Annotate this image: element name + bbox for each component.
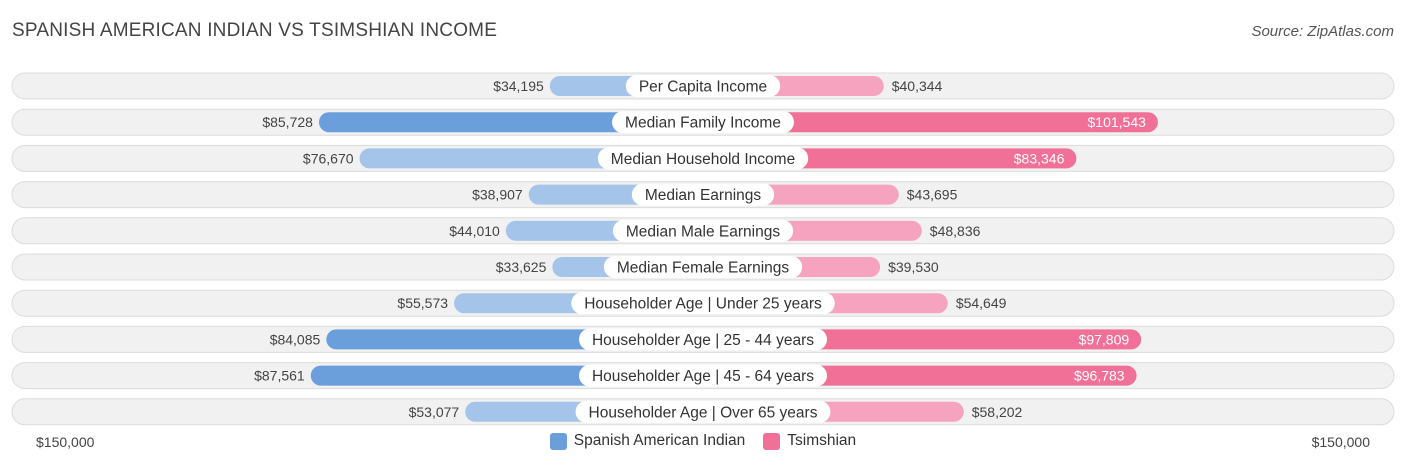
value-label-spanish-american-indian-median-female-earnings: $33,625 <box>496 259 547 275</box>
legend-item-spanish-american-indian: Spanish American Indian <box>549 432 746 450</box>
category-label-median-household-income: Median Household Income <box>611 151 795 168</box>
value-label-tsimshian-per-capita-income: $40,344 <box>892 78 943 94</box>
category-pill-per-capita-income <box>625 75 781 97</box>
category-label-median-female-earnings: Median Female Earnings <box>617 260 790 277</box>
legend-swatch-spanish-american-indian <box>549 432 567 450</box>
value-label-spanish-american-indian-median-earnings: $38,907 <box>472 187 523 203</box>
category-label-householder-age-under-25-years: Householder Age | Under 25 years <box>584 296 822 313</box>
value-label-tsimshian-median-male-earnings: $48,836 <box>930 223 981 239</box>
axis-left-max-label: $150,000 <box>36 434 95 450</box>
legend-swatch-tsimshian <box>763 432 781 450</box>
category-pill-householder-age-25-44-years <box>578 328 828 351</box>
category-pill-median-household-income <box>597 147 809 170</box>
category-pill-median-female-earnings <box>603 256 803 278</box>
value-label-spanish-american-indian-median-male-earnings: $44,010 <box>449 223 500 239</box>
legend-item-tsimshian: Tsimshian <box>763 432 856 450</box>
category-pill-householder-age-under-25-years <box>571 292 835 315</box>
category-pill-median-male-earnings <box>612 219 794 242</box>
bar-spanish-american-indian-median-family-income <box>318 112 703 133</box>
chart-source: Source: ZipAtlas.com <box>1251 23 1394 40</box>
value-label-spanish-american-indian-householder-age-under-25-years: $55,573 <box>397 295 448 311</box>
category-label-median-family-income: Median Family Income <box>625 115 781 132</box>
value-label-tsimshian-median-family-income: $101,543 <box>1088 114 1147 130</box>
value-label-spanish-american-indian-householder-age-25-44-years: $84,085 <box>270 331 321 347</box>
category-label-per-capita-income: Per Capita Income <box>639 79 767 96</box>
value-label-tsimshian-householder-age-45-64-years: $96,783 <box>1074 368 1125 384</box>
value-label-tsimshian-householder-age-25-44-years: $97,809 <box>1079 331 1130 347</box>
value-label-spanish-american-indian-median-household-income: $76,670 <box>303 150 354 166</box>
category-pill-householder-age-over-65-years <box>575 400 831 423</box>
value-label-tsimshian-householder-age-over-65-years: $58,202 <box>972 404 1023 420</box>
value-label-spanish-american-indian-median-family-income: $85,728 <box>262 114 313 130</box>
bar-tsimshian-median-family-income <box>703 112 1158 133</box>
axis-right-max-label: $150,000 <box>1311 434 1370 450</box>
value-label-tsimshian-median-earnings: $43,695 <box>907 187 958 203</box>
value-label-tsimshian-median-household-income: $83,346 <box>1014 150 1065 166</box>
category-pill-median-earnings <box>631 183 775 206</box>
value-label-tsimshian-householder-age-under-25-years: $54,649 <box>956 295 1007 311</box>
legend-label-spanish-american-indian: Spanish American Indian <box>573 432 746 449</box>
category-label-median-male-earnings: Median Male Earnings <box>626 223 780 240</box>
value-label-spanish-american-indian-householder-age-45-64-years: $87,561 <box>254 368 305 384</box>
legend-label-tsimshian: Tsimshian <box>787 432 857 449</box>
legend: Spanish American Indian Tsimshian <box>0 432 1406 450</box>
value-label-spanish-american-indian-per-capita-income: $34,195 <box>493 78 544 94</box>
value-label-spanish-american-indian-householder-age-over-65-years: $53,077 <box>409 404 460 420</box>
category-label-median-earnings: Median Earnings <box>645 187 762 204</box>
category-label-householder-age-25-44-years: Householder Age | 25 - 44 years <box>592 332 814 349</box>
category-label-householder-age-over-65-years: Householder Age | Over 65 years <box>589 404 818 421</box>
category-pill-householder-age-45-64-years <box>578 364 828 387</box>
value-label-tsimshian-median-female-earnings: $39,530 <box>888 259 939 275</box>
chart-title: SPANISH AMERICAN INDIAN VS TSIMSHIAN INC… <box>12 20 498 41</box>
category-pill-median-family-income <box>612 111 794 134</box>
category-label-householder-age-45-64-years: Householder Age | 45 - 64 years <box>592 368 814 385</box>
